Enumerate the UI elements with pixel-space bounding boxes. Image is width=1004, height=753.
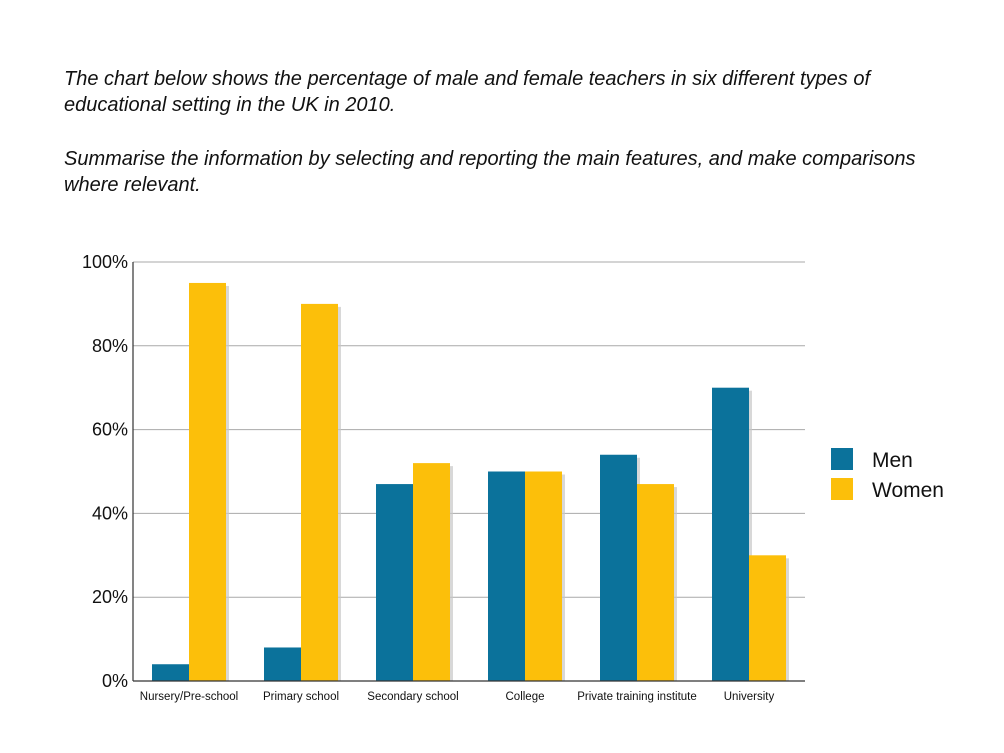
y-tick-label-0: 0% [102,671,128,691]
y-tick-label-40: 40% [92,503,128,523]
bar-women-secondary-school [413,463,450,681]
legend-label-women: Women [872,479,944,502]
x-tick-label-college: College [506,691,545,703]
bar-men-university [712,387,749,681]
bar-men-private-training-institute [600,454,637,681]
bar-women-private-training-institute [637,484,674,681]
task-prompt: The chart below shows the percentage of … [64,66,944,226]
y-tick-label-100: 100% [82,252,128,272]
x-tick-label-university: University [724,691,775,703]
bar-women-nursery-pre-school [189,282,226,681]
x-tick-label-primary-school: Primary school [263,691,339,703]
y-tick-label-60: 60% [92,420,128,440]
x-tick-label-nursery-pre-school: Nursery/Pre-school [140,691,238,703]
prompt-line-2: Summarise the information by selecting a… [64,148,916,196]
bar-men-nursery-pre-school [152,664,189,681]
labels: 0% 20% 40% 60% 80% 100% Nursery/Pre-school Prim… [82,252,775,703]
bar-women-college [525,471,562,681]
legend: Men Women [831,448,944,502]
legend-swatch-men [831,448,853,470]
legend-swatch-women [831,478,853,500]
bars [152,282,789,681]
bar-women-university [749,555,786,681]
bar-men-college [488,471,525,681]
x-tick-label-private-training-institute: Private training institute [577,691,697,703]
gridlines [133,261,805,598]
prompt-line-1: The chart below shows the percentage of … [64,68,870,116]
axes [132,262,805,682]
y-tick-label-80: 80% [92,336,128,356]
x-tick-label-secondary-school: Secondary school [367,691,458,703]
legend-label-men: Men [872,449,913,472]
bar-women-primary-school [301,303,338,681]
bar-men-secondary-school [376,484,413,681]
bar-men-primary-school [264,647,301,681]
y-tick-label-20: 20% [92,587,128,607]
